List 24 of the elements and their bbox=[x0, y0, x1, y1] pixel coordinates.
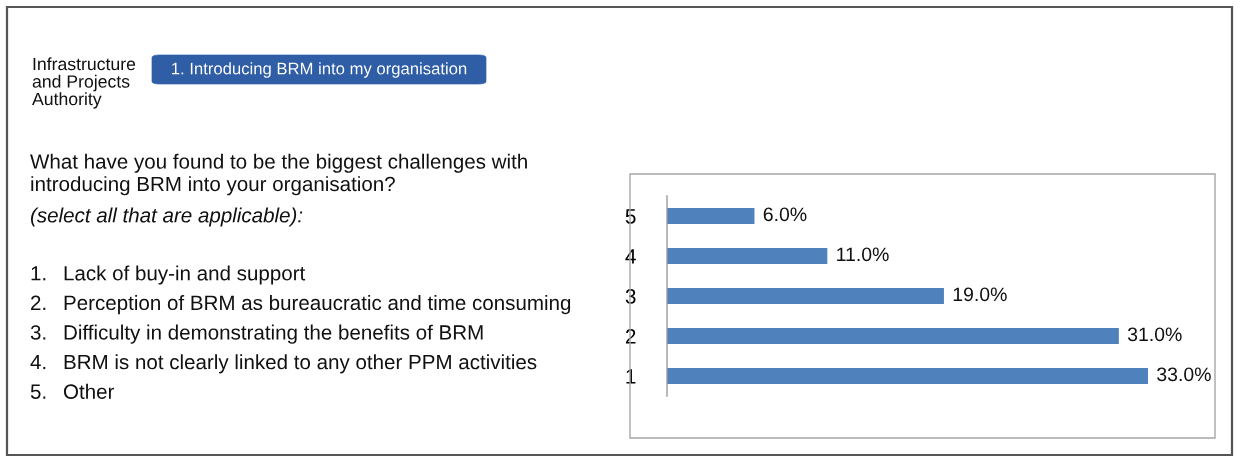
data-label: 31.0% bbox=[1127, 327, 1182, 342]
text: 1. Introducing BRM into my organisation bbox=[172, 62, 467, 78]
bar bbox=[667, 328, 1119, 344]
text: 1. Lack of buy-in and support bbox=[31, 265, 306, 285]
y-tick-label: 5 bbox=[625, 209, 636, 224]
y-tick-label: 3 bbox=[625, 289, 636, 304]
text: 2. Perception of BRM as bureaucratic and time consuming bbox=[31, 295, 571, 315]
text: 4. BRM is not clearly linked to any other PPM activities bbox=[30, 354, 537, 374]
y-tick-label: 1 bbox=[626, 369, 636, 384]
text: 3. Difficulty in demonstrating the benefits of BRM bbox=[30, 324, 483, 344]
bar bbox=[667, 248, 828, 264]
y-tick-label: 4 bbox=[625, 249, 636, 264]
data-label: 19.0% bbox=[953, 287, 1007, 302]
y-tick-label: 2 bbox=[625, 329, 636, 344]
text: 5. Other bbox=[30, 383, 115, 399]
data-label: 11.0% bbox=[837, 247, 889, 262]
bar bbox=[667, 208, 755, 224]
bar bbox=[667, 368, 1148, 384]
bar bbox=[667, 288, 944, 304]
text: Infrastructure and Projects Authority bbox=[32, 57, 136, 109]
text: What have you found to be the biggest challenges with introducing BRM into your organisation? bbox=[30, 153, 527, 196]
data-label: 33.0% bbox=[1157, 367, 1211, 382]
data-label: 6.0% bbox=[763, 207, 807, 222]
text: (select all that are applicable): bbox=[30, 207, 303, 227]
